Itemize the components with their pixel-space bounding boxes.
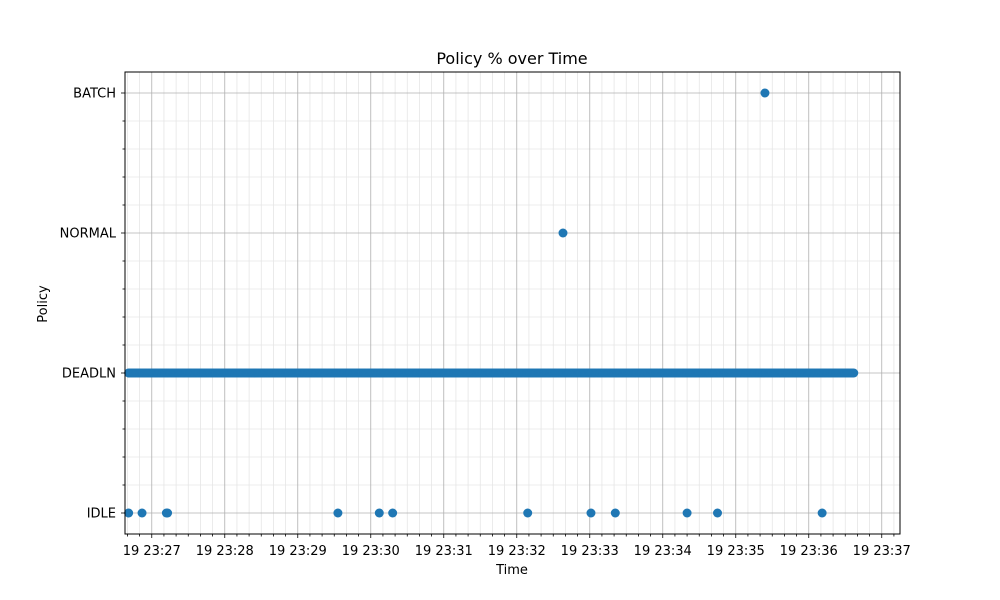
x-tick-label: 19 23:36: [780, 544, 838, 559]
point-idle: [137, 508, 147, 518]
plot-area: [125, 72, 900, 534]
x-tick-label: 19 23:35: [707, 544, 765, 559]
y-tick-label: DEADLN: [62, 367, 116, 382]
point-idle: [713, 508, 723, 518]
x-tick-label: 19 23:31: [415, 544, 473, 559]
plot-frame: [124, 71, 901, 535]
point-idle: [163, 508, 173, 518]
x-tick-label: 19 23:37: [853, 544, 911, 559]
point-idle: [374, 508, 384, 518]
x-tick-label: 19 23:33: [561, 544, 619, 559]
point-idle: [523, 508, 533, 518]
point-idle: [333, 508, 343, 518]
point-idle: [610, 508, 620, 518]
point-deadln: [849, 368, 859, 378]
y-axis-ticks: IDLE DEADLN NORMAL BATCH: [60, 87, 125, 522]
point-idle: [388, 508, 398, 518]
y-axis-label: Policy: [36, 285, 51, 323]
point-batch: [760, 88, 770, 98]
minor-grid: [125, 72, 900, 534]
x-axis-ticks: 19 23:27 19 23:28 19 23:29 19 23:30 19 23:31…: [123, 534, 911, 559]
x-axis-label: Time: [495, 563, 528, 578]
chart-title: Policy % over Time: [436, 49, 587, 68]
point-idle: [817, 508, 827, 518]
point-idle: [124, 508, 134, 518]
x-tick-label: 19 23:28: [196, 544, 254, 559]
x-tick-label: 19 23:32: [488, 544, 546, 559]
x-tick-label: 19 23:30: [342, 544, 400, 559]
x-tick-label: 19 23:34: [634, 544, 692, 559]
x-tick-label: 19 23:27: [123, 544, 181, 559]
point-idle: [586, 508, 596, 518]
x-tick-label: 19 23:29: [269, 544, 327, 559]
y-tick-label: BATCH: [73, 87, 116, 102]
y-tick-label: NORMAL: [60, 227, 117, 242]
y-tick-label: IDLE: [87, 507, 116, 522]
point-normal: [558, 228, 568, 238]
major-grid: [125, 72, 900, 534]
point-idle: [682, 508, 692, 518]
data-points: [124, 88, 859, 518]
